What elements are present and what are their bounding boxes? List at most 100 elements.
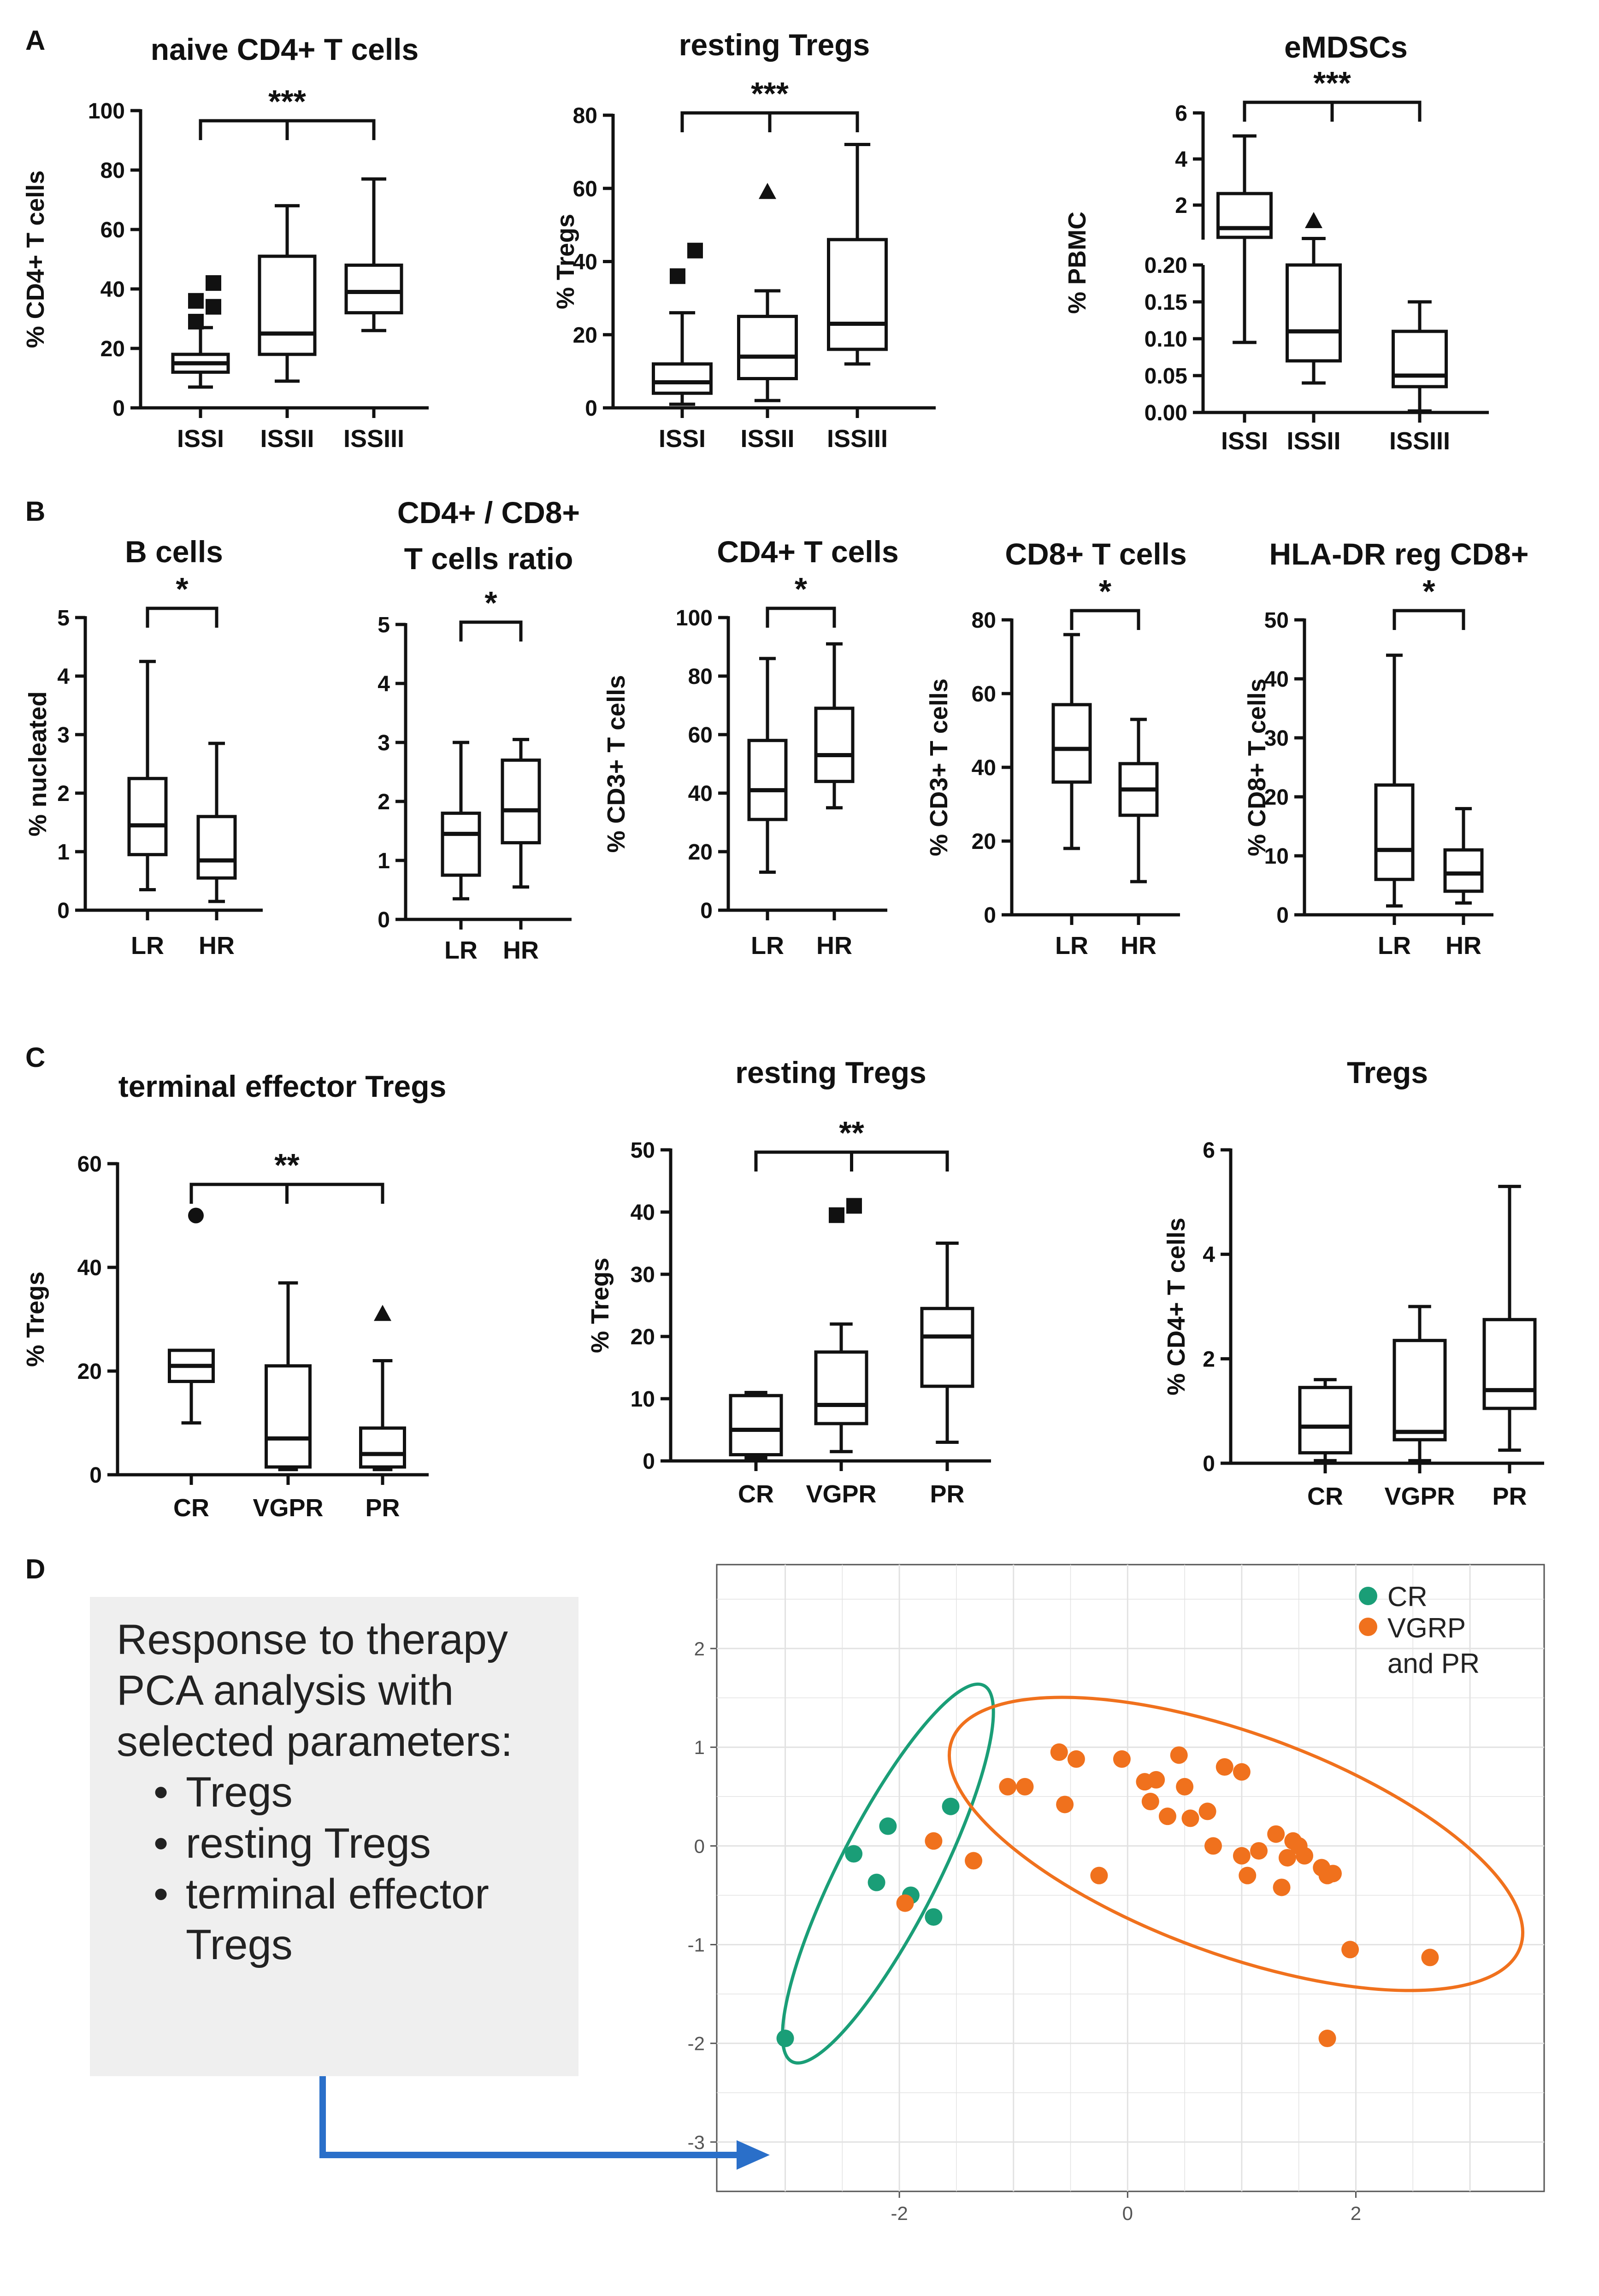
x-category-label: HR (1446, 932, 1481, 960)
x-tick-label: -2 (891, 2202, 908, 2224)
x-category-label: ISSI (1221, 427, 1268, 455)
data-point (1250, 1842, 1268, 1860)
significance-bracket: *** (199, 83, 376, 140)
significance-bracket: ** (754, 1115, 949, 1172)
y-tick-label: 40 (77, 1256, 102, 1280)
x-category-label: LR (131, 932, 164, 960)
y-tick-label: 2 (57, 782, 70, 806)
box-pr: PR (1482, 1184, 1537, 1510)
y-tick-label: 1 (378, 849, 390, 873)
y-tick-label: 20 (77, 1360, 102, 1384)
legend-marker-vgrp (1359, 1618, 1377, 1636)
significance-bracket: * (766, 571, 836, 628)
data-point (1067, 1750, 1085, 1768)
y-tick-label: 20 (972, 830, 996, 854)
x-category-label: VGPR (253, 1494, 323, 1522)
pca-note-box: Response to therapy PCA analysis with se… (90, 1597, 578, 2076)
box-lr: LR (1374, 653, 1415, 960)
y-tick-label: 0.20 (1145, 253, 1187, 278)
chart-c2: resting Tregs % Tregs 0 10 20 30 40 50 CR VGPR PR *… (586, 1055, 991, 1508)
chart-b2: CD4+ / CD8+ T cells ratio 0 1 2 3 4 5 LR HR * (378, 495, 580, 964)
x-category-label: HR (199, 932, 235, 960)
y-tick-label: 0 (1203, 1452, 1215, 1476)
panel-label-c: C (25, 1042, 45, 1073)
data-point (1267, 1825, 1285, 1843)
y-tick-label: 20 (631, 1325, 655, 1349)
chart-title: eMDSCs (1284, 30, 1408, 64)
data-point (1233, 1763, 1251, 1781)
y-tick-label: 60 (100, 218, 125, 242)
significance-stars: * (484, 585, 497, 621)
outlier-marker (188, 293, 204, 309)
y-tick-label: 2 (1203, 1347, 1215, 1372)
box-hr: HR (814, 642, 855, 960)
data-point (896, 1894, 914, 1912)
y-tick-label: 80 (688, 665, 713, 689)
box-hr: HR (1118, 718, 1159, 960)
data-point (1198, 1802, 1216, 1820)
note-item-resting-tregs: resting Tregs (153, 1818, 560, 1869)
data-point (1341, 1941, 1359, 1959)
y-tick-label: 0 (57, 899, 70, 923)
x-category-label: ISSIII (343, 425, 404, 453)
data-point (1421, 1949, 1439, 1966)
significance-stars: * (176, 571, 189, 607)
y-axis-label: % nucleated (24, 691, 52, 836)
y-tick-label: -3 (688, 2131, 705, 2153)
box-body (501, 758, 541, 845)
y-tick-label: 4 (1175, 147, 1187, 172)
x-category-label: PR (930, 1480, 964, 1508)
box-cr: CR (168, 1207, 215, 1522)
y-axis-label: % CD3+ T cells (602, 675, 630, 853)
x-category-label: ISSII (1286, 427, 1340, 455)
significance-stars: *** (751, 76, 789, 112)
box-body (344, 263, 403, 315)
y-tick-label: 10 (631, 1387, 655, 1412)
data-point (1158, 1807, 1176, 1825)
significance-bracket: *** (680, 76, 859, 132)
y-tick-label: 1 (694, 1737, 705, 1758)
arrow-line (319, 2076, 738, 2158)
box-pr: PR (359, 1305, 406, 1522)
chart-title: resting Tregs (735, 1055, 926, 1089)
y-tick-label: 2 (694, 1638, 705, 1660)
x-tick-label: 2 (1351, 2202, 1361, 2224)
box-body (1443, 848, 1484, 893)
box-issi: ISSI (652, 242, 713, 453)
data-point (776, 2030, 794, 2048)
data-point (845, 1845, 863, 1863)
y-tick-label: 50 (631, 1138, 655, 1163)
y-tick-label: 0 (585, 396, 597, 421)
x-tick-label: 0 (1122, 2202, 1133, 2224)
chart-title: terminal effector Tregs (118, 1069, 447, 1103)
box-issii: ISSII (1286, 212, 1342, 455)
panel-label-d: D (25, 1554, 45, 1584)
x-category-label: ISSI (659, 425, 706, 453)
box-hr: HR (196, 742, 237, 960)
confidence-ellipse-vgrp-pr (948, 1696, 1524, 1992)
legend-marker-cr (1359, 1587, 1377, 1605)
significance-bracket: * (1392, 573, 1465, 630)
x-category-label: ISSIII (1389, 427, 1450, 455)
box-body (265, 1364, 312, 1469)
note-line-2: PCA analysis with (117, 1667, 454, 1714)
y-tick-label: 40 (972, 756, 996, 780)
box-issiii: ISSIII (343, 177, 404, 453)
box-body (1392, 330, 1448, 389)
y-axis-label: % CD4+ T cells (1162, 1218, 1190, 1395)
box-body (1482, 1318, 1537, 1410)
significance-stars: * (795, 571, 808, 607)
chart-c1: terminal effector Tregs % Tregs 0 20 40 60 CR V… (22, 1069, 446, 1522)
x-category-label: HR (816, 932, 852, 960)
significance-stars: * (1099, 573, 1112, 609)
y-axis-label: % Tregs (552, 214, 579, 309)
chart-title: CD4+ / CD8+ (397, 495, 580, 530)
chart-title: B cells (125, 535, 223, 569)
x-category-label: HR (1121, 932, 1156, 960)
y-tick-label: 20 (573, 323, 597, 347)
box-cr: CR (729, 1391, 783, 1508)
y-tick-label: 0 (700, 899, 713, 923)
y-axis-label: % Tregs (22, 1272, 49, 1367)
